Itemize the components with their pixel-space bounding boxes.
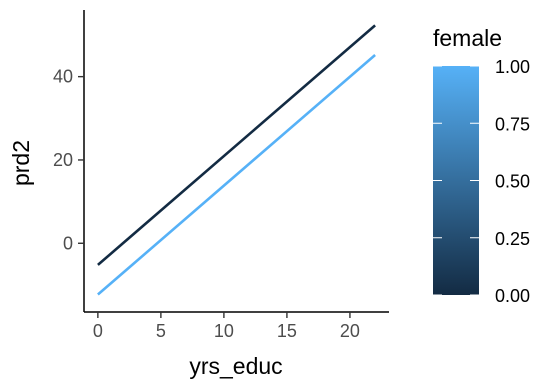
colorbar-tick-label: 0.75 (495, 114, 530, 134)
y-axis: 0 20 40 (53, 10, 85, 312)
colorbar-tick-label: 0.50 (495, 172, 530, 192)
y-tick-label: 0 (63, 233, 73, 253)
x-axis-title: yrs_educ (189, 353, 282, 379)
colorbar-tick-label: 0.25 (495, 229, 530, 249)
y-axis-title: prd2 (8, 140, 34, 186)
series-line-1 (97, 54, 376, 296)
colorbar-tick-label: 0.00 (495, 286, 530, 306)
colorbar-legend: female 0.00 0.25 0.50 0.75 1.00 (433, 25, 530, 306)
x-tick-label: 15 (277, 321, 297, 341)
series-line-0 (97, 24, 376, 266)
y-tick-label: 20 (53, 150, 73, 170)
x-tick-label: 10 (214, 321, 234, 341)
y-tick-label: 40 (53, 67, 73, 87)
x-tick-label: 20 (340, 321, 360, 341)
legend-title: female (433, 25, 502, 51)
plot-area (97, 24, 376, 296)
colorbar-ticks: 0.00 0.25 0.50 0.75 1.00 (433, 57, 530, 306)
x-tick-label: 5 (156, 321, 166, 341)
x-tick-label: 0 (93, 321, 103, 341)
colorbar-tick-label: 1.00 (495, 57, 530, 77)
x-axis: 0 5 10 15 20 (84, 311, 389, 341)
